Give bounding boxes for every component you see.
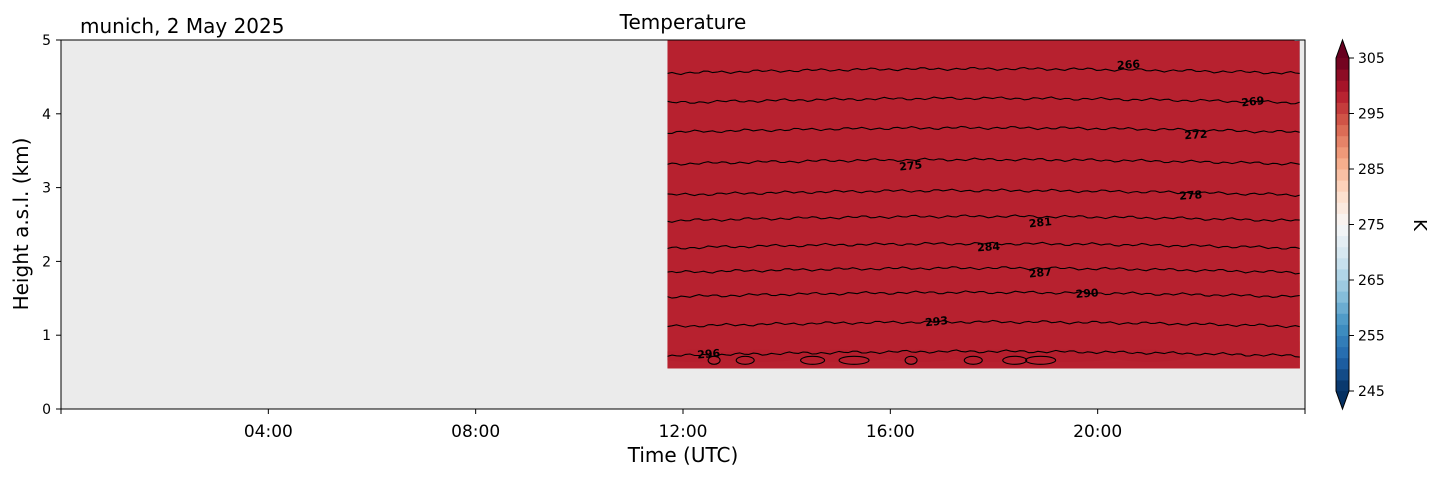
colorbar-band xyxy=(1336,191,1349,203)
contour-closed xyxy=(963,355,983,365)
contour-lines xyxy=(667,66,1300,365)
contour-line-278 xyxy=(667,188,1300,197)
contour-closed xyxy=(800,355,826,365)
colorbar-band xyxy=(1336,302,1349,314)
contour-line-284 xyxy=(667,241,1300,250)
colorbar-band xyxy=(1336,102,1349,114)
contour-line-272 xyxy=(667,125,1300,134)
x-tick-label: 12:00 xyxy=(659,422,708,442)
contour-label-281: 281 xyxy=(1028,215,1052,230)
contour-closed xyxy=(904,355,918,365)
contour-label-272: 272 xyxy=(1184,128,1208,143)
y-tick-label: 5 xyxy=(42,33,51,49)
contour-line-275 xyxy=(667,157,1300,166)
colorbar-tick-label: 255 xyxy=(1358,329,1385,345)
colorbar-band xyxy=(1336,257,1349,270)
heatmap-band xyxy=(667,40,1300,369)
contour-label-266: 266 xyxy=(1117,58,1141,73)
colorbar-band xyxy=(1336,113,1349,126)
colorbar-band xyxy=(1336,379,1349,392)
contour-label-275: 275 xyxy=(899,158,923,173)
colorbar-band xyxy=(1336,135,1349,148)
contour-label-287: 287 xyxy=(1028,265,1052,280)
contour-closed xyxy=(1025,355,1057,365)
colorbar-band xyxy=(1336,313,1349,325)
contour-line-293 xyxy=(667,319,1300,329)
y-tick-label: 3 xyxy=(42,181,51,197)
colorbar-band xyxy=(1336,324,1349,336)
colorbar-tick-label: 265 xyxy=(1358,273,1385,289)
colorbar-band xyxy=(1336,268,1349,281)
colorbar-band xyxy=(1336,335,1349,348)
x-tick-label: 04:00 xyxy=(244,422,293,442)
contour-label-269: 269 xyxy=(1241,94,1265,109)
y-axis-label: Height a.s.l. (km) xyxy=(9,138,33,311)
contour-closed xyxy=(735,355,755,365)
contour-closed xyxy=(838,355,870,365)
colorbar-band xyxy=(1336,91,1349,103)
colorbar-band xyxy=(1336,157,1349,170)
colorbar-band xyxy=(1336,180,1349,192)
x-axis-label: Time (UTC) xyxy=(627,443,739,467)
contour-closed xyxy=(1002,355,1028,365)
y-tick-label: 0 xyxy=(42,402,51,418)
colorbar-extend-min xyxy=(1336,391,1349,409)
contour-label-293: 293 xyxy=(925,314,949,329)
x-tick-label: 08:00 xyxy=(451,422,500,442)
y-tick-label: 1 xyxy=(42,328,51,344)
colorbar-band xyxy=(1336,213,1349,225)
colorbar-band xyxy=(1336,146,1349,159)
heatmap-warm-patch xyxy=(883,349,960,362)
heatmap-warm-patch xyxy=(948,349,1040,362)
colorbar-tick-label: 275 xyxy=(1358,218,1385,234)
colorbar: 245 255 265 275 285 295 305 K xyxy=(1335,38,1429,411)
colorbar-band xyxy=(1336,224,1349,237)
colorbar-band xyxy=(1336,124,1349,137)
colorbar-band xyxy=(1336,346,1349,359)
contour-label-296: 296 xyxy=(697,347,721,362)
contour-line-266 xyxy=(667,66,1300,76)
colorbar-tick-label: 285 xyxy=(1358,162,1385,178)
colorbar-band xyxy=(1336,58,1349,70)
contour-line-296 xyxy=(667,349,1300,358)
colorbar-band xyxy=(1336,202,1349,214)
chart-subtitle: munich, 2 May 2025 xyxy=(80,14,284,38)
x-tick-label: 16:00 xyxy=(866,422,915,442)
contour-label-284: 284 xyxy=(977,240,1001,255)
colorbar-band xyxy=(1336,291,1349,303)
y-axis: 0 1 2 3 4 5 xyxy=(42,33,61,418)
chart-title: Temperature xyxy=(619,10,747,34)
colorbar-tick-label: 245 xyxy=(1358,384,1385,400)
colorbar-band xyxy=(1336,80,1349,92)
colorbar-band xyxy=(1336,357,1349,370)
colorbar-band xyxy=(1336,368,1349,381)
x-axis: 04:00 08:00 12:00 16:00 20:00 xyxy=(60,409,1306,442)
x-tick-label: 20:00 xyxy=(1073,422,1122,442)
contour-labels: 266 269 272 275 278 281 284 287 290 293 296 xyxy=(697,58,1265,362)
contour-line-281 xyxy=(667,214,1300,223)
colorbar-band xyxy=(1336,235,1349,248)
heatmap xyxy=(667,40,1300,369)
contour-label-278: 278 xyxy=(1179,188,1203,203)
colorbar-tick-label: 295 xyxy=(1358,107,1385,123)
contour-label-290: 290 xyxy=(1075,286,1099,301)
colorbar-band xyxy=(1336,246,1349,259)
contour-line-290 xyxy=(667,290,1300,299)
y-tick-label: 2 xyxy=(42,254,51,270)
contour-line-269 xyxy=(667,96,1300,105)
colorbar-band xyxy=(1336,69,1349,81)
colorbar-band xyxy=(1336,280,1349,292)
colorbar-label: K xyxy=(1409,219,1429,232)
colorbar-band xyxy=(1336,169,1349,181)
colorbar-extend-max xyxy=(1336,40,1349,58)
y-tick-label: 4 xyxy=(42,107,51,123)
colorbar-tick-label: 305 xyxy=(1358,51,1385,67)
contour-closed xyxy=(707,355,721,365)
contour-line-287 xyxy=(667,266,1300,275)
